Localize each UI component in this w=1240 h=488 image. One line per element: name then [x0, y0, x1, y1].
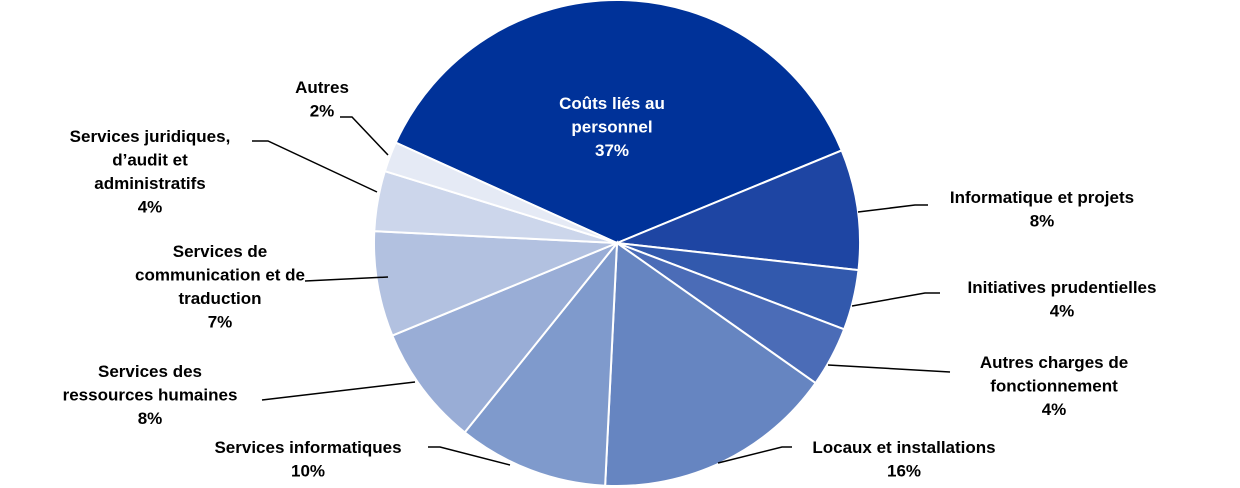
slice-label: administratifs — [94, 174, 205, 193]
slice-label: Services juridiques, — [70, 127, 231, 146]
leader-line — [851, 292, 940, 307]
pie-slice — [463, 239, 619, 487]
slice-label: traduction — [178, 289, 261, 308]
slice-value-label: 8% — [138, 409, 163, 428]
slice-value-label: 10% — [291, 462, 325, 481]
pie-slice — [373, 230, 618, 337]
leader-line — [857, 204, 928, 213]
leader-line — [261, 381, 416, 401]
slice-label: fonctionnement — [990, 377, 1118, 396]
slice-value-label: 4% — [138, 198, 163, 217]
slice-label: ressources humaines — [63, 386, 238, 405]
slice-label: d’audit et — [112, 151, 188, 170]
slice-value-label: 4% — [1042, 400, 1067, 419]
slice-label: Autres — [295, 78, 349, 97]
pie-slice — [394, 0, 843, 245]
slice-label: Autres charges de — [980, 353, 1128, 372]
slice-label: Initiatives prudentielles — [968, 278, 1157, 297]
pie-slice — [391, 242, 618, 434]
slice-value-label: 2% — [310, 102, 335, 121]
slice-label: Services des — [98, 362, 202, 381]
slice-label: Informatique et projets — [950, 188, 1134, 207]
leader-line — [252, 140, 378, 193]
slice-value-label: 16% — [887, 462, 921, 481]
leader-line — [304, 276, 389, 282]
pie-slice — [383, 141, 618, 244]
slice-label: personnel — [571, 118, 652, 137]
slice-label: Coûts liés au — [559, 94, 665, 113]
slice-label: Locaux et installations — [812, 438, 995, 457]
leader-line — [827, 364, 951, 373]
slice-value-label: 8% — [1030, 212, 1055, 231]
slice-value-label: 4% — [1050, 302, 1075, 321]
slice-label: Services de — [173, 242, 268, 261]
slice-label: Services informatiques — [214, 438, 401, 457]
leader-line — [340, 116, 389, 156]
slice-value-label: 37% — [595, 141, 629, 160]
slice-value-label: 7% — [208, 313, 233, 332]
slice-label: communication et de — [135, 266, 305, 285]
pie-slice — [616, 149, 861, 272]
leader-line — [717, 446, 792, 464]
leader-line — [428, 446, 511, 466]
